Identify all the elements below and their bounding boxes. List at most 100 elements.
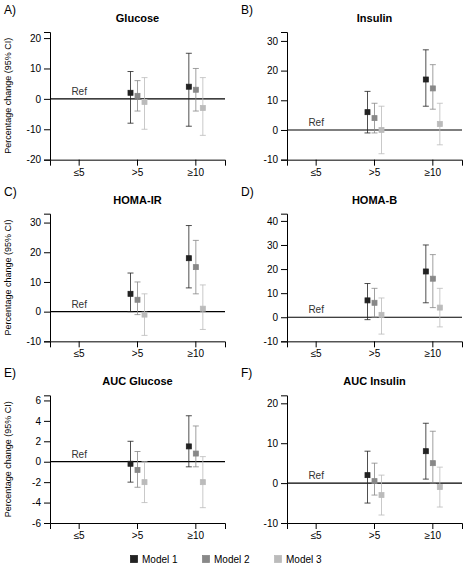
- tick-mark: [281, 100, 287, 101]
- series: [142, 457, 206, 508]
- tick: ≥10: [425, 160, 442, 178]
- panel: -100102030≤5>5≥10RefHOMA-IRPercentage ch…: [3, 185, 226, 360]
- point: [379, 493, 384, 498]
- error-cap: [135, 80, 141, 81]
- tick-mark: [281, 41, 287, 42]
- error-cap: [128, 71, 134, 72]
- plot-area: -1001020≤5>5≥10RefAUC Insulin: [264, 375, 463, 541]
- tick: 10: [267, 288, 287, 299]
- tick: 10: [267, 438, 287, 449]
- tick: 0: [272, 478, 287, 489]
- legend-label: Model 3: [286, 554, 322, 565]
- tick-label: ≤5: [74, 530, 85, 541]
- tick-label: ≥10: [188, 167, 205, 178]
- tick: ≤5: [311, 523, 322, 541]
- error-cap: [200, 135, 206, 136]
- plot-area: -10010203040≤5>5≥10RefHOMA-B: [264, 194, 463, 360]
- axis-title: Percentage change (95% CI): [3, 38, 13, 154]
- error-cap: [365, 132, 371, 133]
- panel: -1001020≤5>5≥10RefAUC InsulinF): [241, 366, 463, 541]
- point: [200, 105, 205, 110]
- tick: >5: [132, 341, 144, 359]
- tick-label: -10: [264, 154, 279, 165]
- tick-label: 4: [35, 416, 41, 427]
- plot-area: -100102030≤5>5≥10RefHOMA-IRPercentage ch…: [3, 194, 226, 360]
- y-axis: -20-1001020: [27, 33, 51, 166]
- tick: 30: [267, 240, 287, 251]
- error-cap: [430, 254, 436, 255]
- point: [193, 265, 198, 270]
- error-cap: [128, 441, 134, 442]
- point: [142, 312, 147, 317]
- tick-mark: [44, 312, 50, 313]
- error-cap: [200, 507, 206, 508]
- error-cap: [379, 153, 385, 154]
- panel-label: A): [4, 3, 16, 17]
- axis-title: Percentage change (95% CI): [3, 401, 13, 517]
- tick: 6: [35, 395, 50, 406]
- tick-label: 40: [267, 216, 279, 227]
- axis-line: [281, 33, 288, 161]
- error-cap: [193, 240, 199, 241]
- annotation: Ref: [71, 299, 87, 310]
- series: [379, 288, 443, 334]
- error-cap: [430, 483, 436, 484]
- tick-mark: [281, 443, 287, 444]
- error-cap: [365, 451, 371, 452]
- error-cap: [423, 49, 429, 50]
- error-cap: [193, 425, 199, 426]
- tick: 20: [267, 398, 287, 409]
- marks: [287, 245, 462, 334]
- error-cap: [430, 64, 436, 65]
- x-axis: ≤5>5≥10: [288, 341, 463, 359]
- annotation: Ref: [71, 86, 87, 97]
- axis-line: [281, 396, 288, 524]
- tick-label: ≥10: [188, 530, 205, 541]
- axis-line: [288, 160, 463, 166]
- tick-mark: [44, 523, 50, 524]
- tick: 10: [30, 277, 50, 288]
- error-cap: [430, 431, 436, 432]
- tick: 0: [35, 306, 50, 317]
- tick-mark: [432, 523, 433, 529]
- tick-label: >5: [132, 530, 144, 541]
- tick-mark: [195, 523, 196, 529]
- tick-label: 0: [35, 456, 41, 467]
- axis-line: [44, 33, 51, 161]
- tick-label: -10: [27, 124, 42, 135]
- marks: [50, 53, 225, 135]
- title: Glucose: [116, 12, 159, 24]
- tick-mark: [44, 223, 50, 224]
- point: [186, 444, 191, 449]
- error-bar: [195, 426, 196, 467]
- series: [365, 50, 429, 133]
- tick-label: 0: [272, 478, 278, 489]
- annotation: Ref: [71, 449, 87, 460]
- error-cap: [200, 284, 206, 285]
- tick-mark: [281, 160, 287, 161]
- tick-label: 30: [267, 36, 279, 47]
- tick-label: ≤5: [74, 348, 85, 359]
- legend-label: Model 1: [142, 554, 178, 565]
- error-cap: [200, 456, 206, 457]
- tick: 0: [272, 125, 287, 136]
- tick: 20: [30, 247, 50, 258]
- tick-label: 20: [30, 33, 42, 44]
- series: [128, 226, 192, 312]
- point: [142, 480, 147, 485]
- panel-label: B): [241, 3, 253, 17]
- series: [379, 103, 443, 153]
- series: [128, 416, 192, 482]
- tick: -10: [27, 124, 50, 135]
- tick-label: 20: [267, 398, 279, 409]
- error-cap: [365, 283, 371, 284]
- figure: -20-1001020≤5>5≥10RefGlucosePercentage c…: [0, 0, 474, 573]
- point: [128, 461, 133, 466]
- error-cap: [372, 317, 378, 318]
- tick-mark: [44, 252, 50, 253]
- error-cap: [437, 326, 443, 327]
- tick: -10: [27, 336, 50, 347]
- tick: -20: [27, 154, 50, 165]
- tick: ≤5: [311, 160, 322, 178]
- tick: ≥10: [188, 160, 205, 178]
